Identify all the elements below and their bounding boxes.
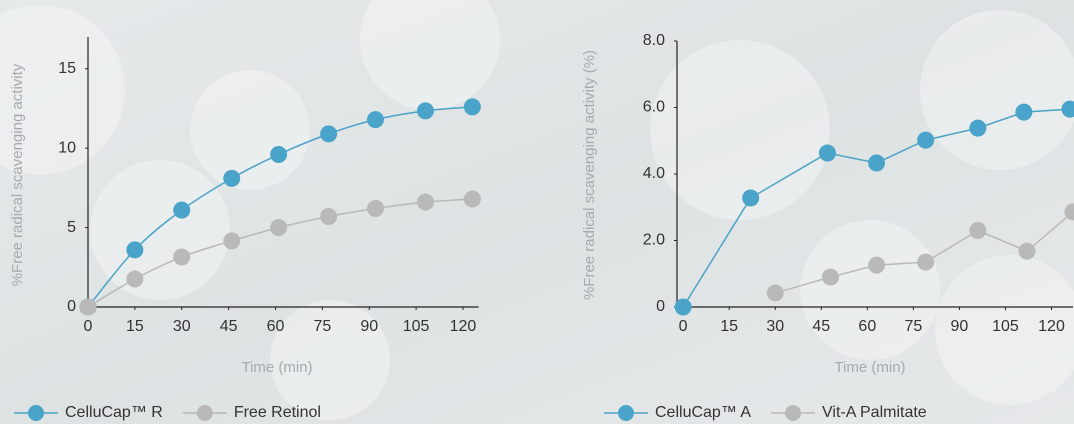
legend-marker (785, 405, 802, 421)
data-point (1018, 242, 1036, 260)
x-tick-label: 30 (173, 318, 191, 335)
x-tick-label: 45 (812, 318, 830, 335)
data-point (366, 200, 384, 218)
y-tick-label: 0 (656, 298, 665, 315)
y-tick-label: 0 (67, 298, 76, 315)
data-point (1061, 100, 1074, 118)
data-point (79, 298, 97, 316)
data-point (320, 207, 338, 225)
x-tick-label: 105 (992, 318, 1019, 335)
y-tick-label: 4.0 (643, 165, 665, 182)
x-tick-label: 75 (313, 318, 331, 335)
x-tick-label: 60 (267, 318, 285, 335)
legend-label: Vit-A Palmitate (822, 404, 927, 421)
x-tick-label: 90 (951, 318, 969, 335)
data-point (766, 284, 784, 302)
y-axis-title: %Free radical scavenging activity (9, 63, 26, 286)
data-point (416, 193, 434, 211)
legend-label: CelluCap™ R (65, 404, 163, 421)
data-point (868, 256, 886, 274)
x-tick-label: 30 (766, 318, 784, 335)
data-point (917, 253, 935, 271)
y-tick-label: 6.0 (643, 99, 665, 116)
data-point (463, 190, 481, 208)
y-axis-title: %Free radical scavenging activity (%) (581, 50, 598, 300)
data-point (463, 98, 481, 116)
data-point (969, 222, 987, 240)
data-point (320, 125, 338, 143)
x-tick-label: 15 (720, 318, 738, 335)
legend-marker (618, 405, 634, 421)
data-point (868, 154, 886, 172)
data-point (270, 146, 288, 164)
data-point (917, 131, 935, 149)
x-tick-label: 60 (858, 318, 876, 335)
x-axis-title: Time (min) (241, 359, 312, 376)
x-tick-label: 0 (84, 318, 93, 335)
y-tick-label: 10 (58, 139, 76, 156)
data-point (173, 248, 191, 266)
data-point (742, 189, 760, 207)
data-point (969, 119, 987, 137)
data-point (270, 219, 288, 237)
data-point (416, 102, 434, 120)
data-point (223, 169, 241, 187)
data-point (173, 201, 191, 219)
y-tick-label: 5 (67, 219, 76, 236)
data-point (674, 298, 692, 316)
legend-label: CelluCap™ A (655, 404, 751, 421)
x-tick-label: 15 (126, 318, 144, 335)
data-point (223, 232, 241, 250)
data-point (821, 268, 839, 286)
legend-marker (28, 405, 44, 421)
data-point (366, 111, 384, 129)
x-tick-label: 120 (450, 318, 477, 335)
x-tick-label: 120 (1038, 318, 1065, 335)
legend-label: Free Retinol (234, 404, 321, 421)
data-point (126, 241, 144, 259)
x-tick-label: 105 (403, 318, 430, 335)
y-tick-label: 15 (58, 60, 76, 77)
x-tick-label: 75 (904, 318, 922, 335)
data-point (818, 144, 836, 162)
data-point (1015, 103, 1033, 121)
x-tick-label: 0 (679, 318, 688, 335)
legend-marker (196, 405, 213, 421)
y-tick-label: 2.0 (643, 232, 665, 249)
y-tick-label: 8.0 (643, 32, 665, 49)
x-axis-title: Time (min) (834, 359, 905, 376)
data-point (1064, 203, 1074, 221)
x-tick-label: 90 (360, 318, 378, 335)
data-point (126, 270, 144, 288)
x-tick-label: 45 (220, 318, 238, 335)
